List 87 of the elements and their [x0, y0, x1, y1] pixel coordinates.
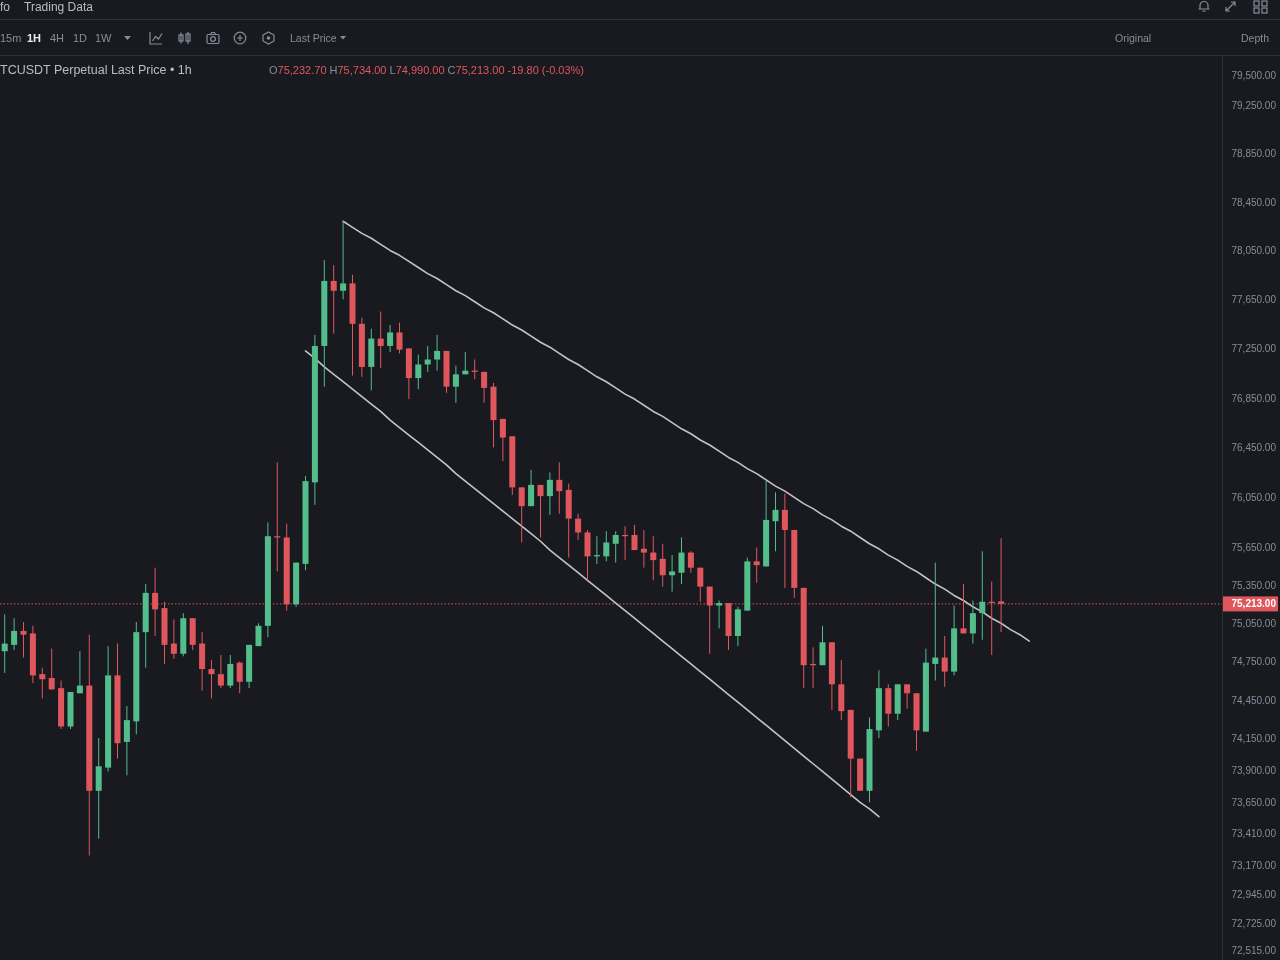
candlestick — [396, 322, 403, 354]
candlestick — [387, 324, 394, 353]
text: O75,232.70 H75,734.00 L74,990.00 C75,213.00 -19.80 (-0.03%) — [269, 64, 584, 76]
candlestick — [452, 365, 459, 404]
y-tick-label: 73,900.00 — [1231, 765, 1277, 777]
y-tick-label: 75,650.00 — [1231, 542, 1277, 554]
candlestick — [979, 550, 986, 641]
y-tick-label: 74,450.00 — [1231, 694, 1277, 706]
candlestick — [612, 530, 619, 564]
y-tick-label: 73,650.00 — [1231, 797, 1277, 809]
candlestick — [481, 371, 488, 404]
candlestick — [11, 617, 18, 651]
candlestick — [687, 550, 694, 574]
candlestick — [546, 471, 553, 516]
text: Last Price — [290, 32, 337, 44]
candlestick — [123, 705, 130, 776]
candlestick — [631, 524, 638, 551]
text: Depth — [1241, 32, 1270, 44]
text: 1D — [73, 32, 88, 44]
y-tick-label: 76,450.00 — [1231, 442, 1277, 454]
y-tick-label: 74,150.00 — [1231, 732, 1277, 744]
y-tick-label: 78,450.00 — [1231, 196, 1277, 208]
text: Original — [1115, 32, 1152, 44]
candlestick — [434, 334, 441, 372]
y-tick-label: 79,500.00 — [1231, 70, 1277, 82]
candlestick — [1, 613, 8, 674]
candlestick — [518, 486, 525, 544]
y-tick-label: 72,945.00 — [1231, 888, 1277, 900]
candlestick — [659, 543, 666, 588]
y-tick-label: 78,850.00 — [1231, 148, 1277, 160]
candlestick — [499, 418, 506, 462]
candlestick — [340, 220, 347, 300]
text: 1W — [95, 32, 113, 44]
line-series — [304, 350, 880, 818]
y-tick-label: 75,350.00 — [1231, 580, 1277, 592]
y-tick-label: 75,050.00 — [1231, 618, 1277, 630]
y-tick-label: 78,050.00 — [1231, 245, 1277, 257]
candlestick — [208, 659, 215, 699]
ref-line-label: 75,213.00 — [1231, 597, 1277, 609]
candlestick — [556, 461, 563, 515]
y-tick-label: 72,515.00 — [1231, 945, 1277, 957]
candlestick — [960, 583, 967, 634]
candlestick — [772, 491, 779, 552]
candlestick — [39, 667, 46, 699]
y-tick-label: 74,750.00 — [1231, 656, 1277, 668]
candlestick — [584, 529, 591, 581]
candlestick — [330, 264, 337, 335]
candlestick — [217, 654, 224, 689]
y-tick-label: 77,650.00 — [1231, 294, 1277, 306]
candlestick — [969, 600, 976, 645]
candlestick — [415, 354, 422, 390]
text: fo — [0, 0, 11, 14]
text: TCUSDT Perpetual Last Price • 1h — [0, 63, 192, 77]
y-tick-label: 79,250.00 — [1231, 100, 1277, 112]
candlestick — [537, 484, 544, 538]
y-tick-label: 73,170.00 — [1231, 859, 1277, 871]
candlestick — [819, 625, 826, 666]
candlestick — [678, 536, 685, 585]
candlestick — [20, 621, 27, 659]
candlestick — [575, 513, 582, 541]
candlestick — [603, 530, 610, 562]
text: 4H — [50, 32, 65, 44]
candlestick — [650, 535, 657, 581]
candlestick — [528, 469, 535, 507]
text: 15m — [0, 32, 22, 44]
candlestick — [669, 554, 676, 593]
y-tick-label: 77,250.00 — [1231, 343, 1277, 355]
candlestick — [941, 635, 948, 688]
y-tick-label: 76,850.00 — [1231, 392, 1277, 404]
candlestick — [932, 562, 939, 681]
candlestick — [716, 600, 723, 629]
text: Trading Data — [24, 0, 94, 14]
candlestick — [170, 618, 177, 660]
y-tick-label: 76,050.00 — [1231, 492, 1277, 504]
line-series — [342, 220, 1031, 642]
candlestick — [236, 660, 243, 694]
candlestick — [904, 683, 911, 710]
text: 1H — [27, 32, 42, 44]
candlestick — [76, 650, 83, 694]
candlestick — [640, 529, 647, 569]
y-tick-label: 73,410.00 — [1231, 828, 1277, 840]
candlestick — [377, 311, 384, 369]
y-tick-label: 72,725.00 — [1231, 917, 1277, 929]
candlestick — [227, 654, 234, 689]
candlestick — [781, 493, 788, 589]
candlestick — [753, 547, 760, 584]
candlestick — [48, 648, 55, 690]
